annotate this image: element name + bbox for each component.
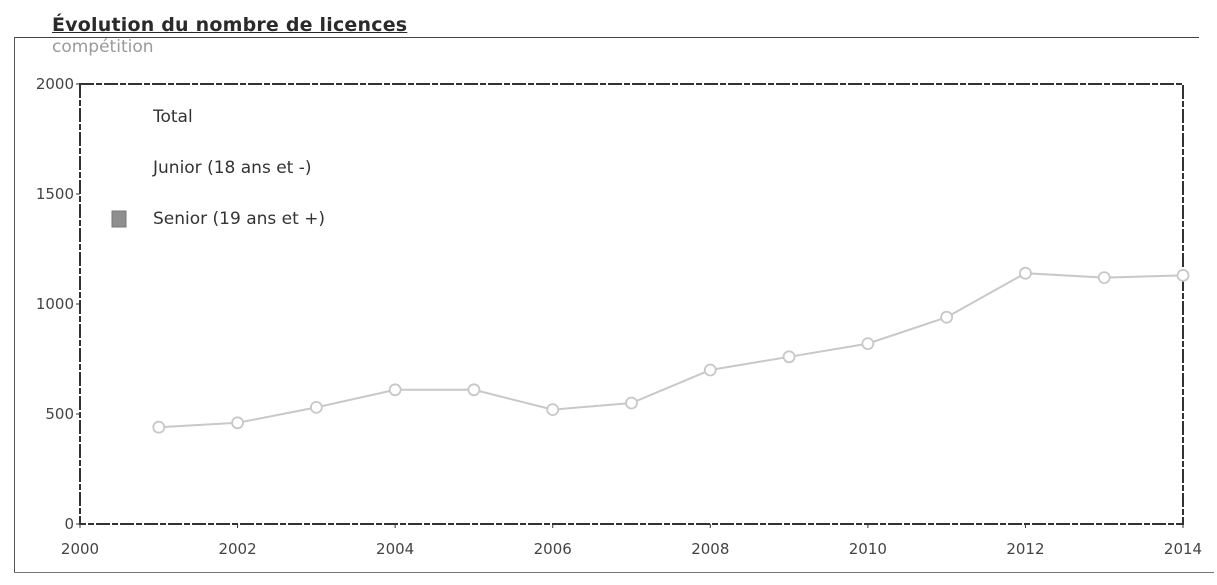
y-tick-label: 1500 [36,185,74,203]
x-tick-label: 2014 [1164,540,1202,558]
chart-title: Évolution du nombre de licences [52,14,408,36]
legend-label: Junior (18 ans et -) [152,158,312,178]
data-point[interactable] [1019,266,1032,280]
data-point[interactable] [152,420,166,434]
data-point[interactable] [1097,271,1111,285]
data-point[interactable] [309,400,323,414]
data-point[interactable] [703,363,717,377]
chart-title-block: Évolution du nombre de licences compétit… [52,14,407,57]
x-tick-label: 2000 [61,540,99,558]
data-point[interactable] [861,337,875,351]
y-tick-label: 2000 [36,75,74,93]
data-point[interactable] [388,383,402,397]
x-tick-label: 2006 [534,540,572,558]
x-tick-label: 2008 [691,540,729,558]
series-line-total [158,272,1184,429]
legend-label: Total [152,107,193,127]
y-axis-ticks: 0 500 1000 1500 2000 [36,75,80,533]
data-point[interactable] [231,416,244,430]
legend-swatch [111,210,127,228]
frame-bottom-border [14,572,1214,573]
x-tick-label: 2010 [849,540,887,558]
data-point[interactable] [625,396,638,410]
data-point[interactable] [1176,268,1190,282]
chart-subtitle: compétition [52,37,154,57]
data-point[interactable] [782,350,796,364]
data-point[interactable] [940,310,954,324]
title-underline [14,37,1199,38]
frame-left-border [14,37,15,572]
data-point[interactable] [467,383,481,397]
legend: Total Junior (18 ans et -) Senior (19 ans … [111,107,325,229]
x-tick-label: 2002 [218,540,256,558]
y-tick-label: 500 [45,405,74,423]
y-tick-label: 1000 [36,295,74,313]
legend-label: Senior (19 ans et +) [153,209,325,229]
x-axis-ticks: 2000 2002 2004 2006 2008 2010 2012 2014 [61,524,1202,558]
series-group [152,266,1190,434]
plot-area-border [79,83,1184,525]
y-tick-label: 0 [64,515,74,533]
x-tick-label: 2012 [1006,540,1044,558]
data-point[interactable] [546,403,560,417]
x-tick-label: 2004 [376,540,414,558]
